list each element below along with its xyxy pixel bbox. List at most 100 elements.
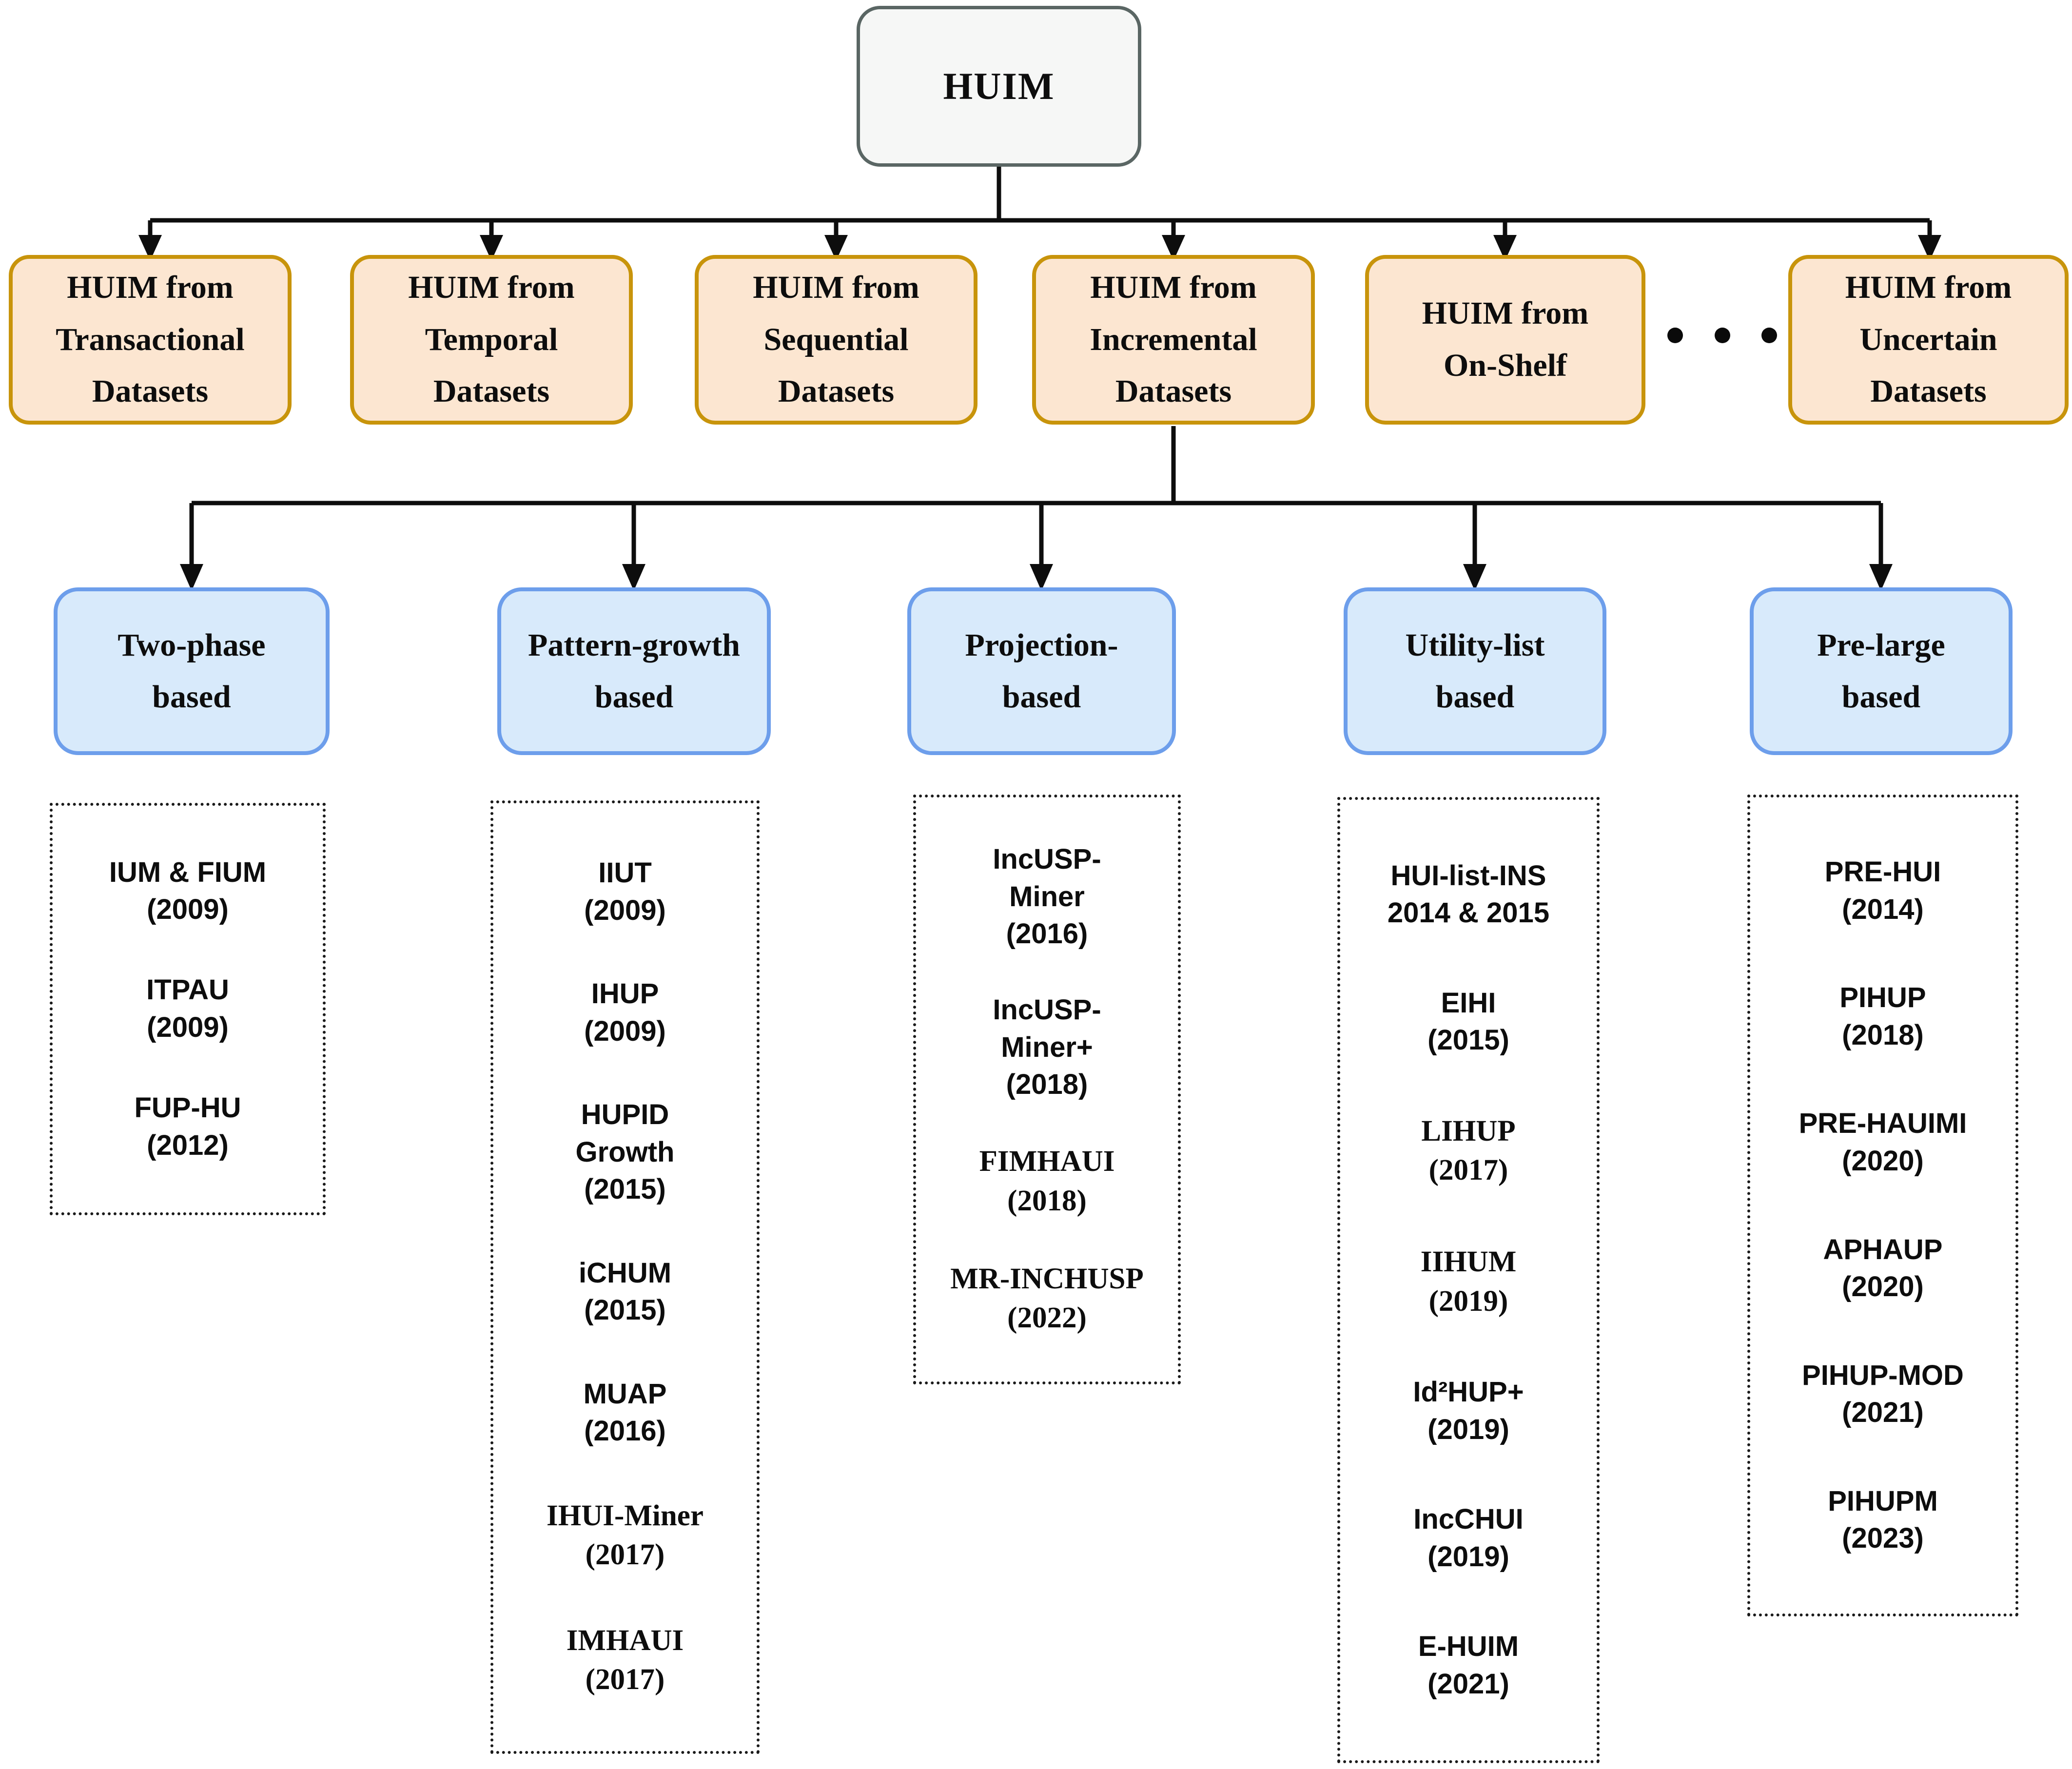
algorithm-name: IHUI-Miner bbox=[547, 1499, 704, 1532]
algorithm-item: IncCHUI (2019) bbox=[1413, 1501, 1524, 1575]
algorithm-item: FIMHAUI (2018) bbox=[979, 1142, 1115, 1221]
algorithm-year: (2015) bbox=[1427, 1024, 1509, 1056]
algorithm-item: ITPAU (2009) bbox=[146, 972, 229, 1046]
algorithm-item: APHAUP (2020) bbox=[1823, 1231, 1943, 1306]
algorithm-name: MUAP bbox=[583, 1378, 667, 1410]
algorithm-name: PIHUP-MOD bbox=[1802, 1359, 1964, 1391]
algorithm-year: (2009) bbox=[584, 1015, 666, 1047]
algorithm-item: PIHUP (2018) bbox=[1839, 979, 1926, 1054]
algorithm-item: IIUT (2009) bbox=[584, 855, 666, 929]
algorithm-year: (2017) bbox=[585, 1538, 665, 1572]
algorithm-year: (2009) bbox=[584, 894, 666, 926]
category-temporal-datasets: HUIM from Temporal Datasets bbox=[350, 255, 633, 425]
algorithm-list-pattern-growth: IIUT (2009) IHUP (2009) HUPID Growth (2015) iC… bbox=[490, 800, 760, 1754]
algorithm-item: PIHUP-MOD (2021) bbox=[1802, 1357, 1964, 1432]
approach-projection-based: Projection- based bbox=[907, 587, 1176, 755]
algorithm-name: Id²HUP+ bbox=[1413, 1376, 1524, 1408]
category-sequential-datasets: HUIM from Sequential Datasets bbox=[695, 255, 977, 425]
algorithm-year: (2020) bbox=[1842, 1271, 1924, 1303]
algorithm-item: E-HUIM (2021) bbox=[1418, 1628, 1519, 1703]
algorithm-item: IncUSP- Miner (2016) bbox=[993, 841, 1101, 953]
algorithm-item: IIHUM (2019) bbox=[1421, 1243, 1517, 1321]
ellipsis-dot bbox=[1714, 328, 1730, 343]
algorithm-year: (2015) bbox=[584, 1294, 666, 1326]
algorithm-name: iCHUM bbox=[578, 1257, 672, 1289]
category-on-shelf: HUIM from On-Shelf bbox=[1365, 255, 1645, 425]
algorithm-item: HUI-list-INS 2014 & 2015 bbox=[1388, 857, 1549, 932]
algorithm-name: ITPAU bbox=[146, 974, 229, 1006]
algorithm-year: (2014) bbox=[1842, 893, 1924, 925]
algorithm-item: LIHUP (2017) bbox=[1421, 1112, 1515, 1190]
algorithm-year: (2017) bbox=[585, 1663, 665, 1696]
algorithm-year: (2019) bbox=[1427, 1540, 1509, 1573]
algorithm-year: (2016) bbox=[584, 1415, 666, 1447]
algorithm-year: (2021) bbox=[1427, 1668, 1509, 1700]
algorithm-name: IncUSP- Miner+ bbox=[993, 994, 1101, 1063]
ellipsis-icon bbox=[1667, 316, 1777, 355]
algorithm-name: IIHUM bbox=[1420, 1245, 1517, 1279]
algorithm-list-two-phase: IUM & FIUM (2009) ITPAU (2009) FUP-HU (2012) bbox=[50, 803, 326, 1215]
algorithm-year: (2018) bbox=[1007, 1184, 1087, 1217]
algorithm-name: IUM & FIUM bbox=[109, 856, 267, 888]
algorithm-year: 2014 & 2015 bbox=[1387, 897, 1550, 929]
algorithm-item: MR-INCHUSP (2022) bbox=[950, 1260, 1143, 1338]
algorithm-name: PIHUP bbox=[1839, 982, 1926, 1014]
category-incremental-datasets: HUIM from Incremental Datasets bbox=[1032, 255, 1315, 425]
approach-two-phase-based: Two-phase based bbox=[54, 587, 330, 755]
algorithm-name: E-HUIM bbox=[1418, 1631, 1519, 1663]
algorithm-item: IHUP (2009) bbox=[584, 975, 666, 1050]
root-node-huim: HUIM bbox=[857, 6, 1141, 167]
algorithm-item: EIHI (2015) bbox=[1427, 985, 1509, 1059]
algorithm-item: iCHUM (2015) bbox=[579, 1255, 671, 1329]
ellipsis-dot bbox=[1667, 328, 1683, 343]
algorithm-name: IMHAUI bbox=[566, 1624, 684, 1657]
algorithm-year: (2012) bbox=[147, 1129, 229, 1161]
algorithm-year: (2017) bbox=[1428, 1154, 1508, 1187]
algorithm-name: FUP-HU bbox=[134, 1092, 241, 1124]
algorithm-name: APHAUP bbox=[1823, 1233, 1943, 1265]
algorithm-year: (2015) bbox=[584, 1173, 666, 1205]
approach-utility-list-based: Utility-list based bbox=[1344, 587, 1606, 755]
ellipsis-dot bbox=[1761, 328, 1777, 343]
algorithm-name: IIUT bbox=[598, 856, 652, 889]
algorithm-list-pre-large: PRE-HUI (2014) PIHUP (2018) PRE-HAUIMI (2020)… bbox=[1747, 795, 2018, 1616]
category-transactional-datasets: HUIM from Transactional Datasets bbox=[9, 255, 292, 425]
algorithm-name: PIHUPM bbox=[1828, 1485, 1938, 1517]
algorithm-item: PRE-HAUIMI (2020) bbox=[1799, 1105, 1967, 1180]
algorithm-item: MUAP (2016) bbox=[584, 1376, 667, 1450]
algorithm-year: (2009) bbox=[147, 1011, 229, 1043]
algorithm-year: (2018) bbox=[1006, 1069, 1088, 1101]
algorithm-item: IncUSP- Miner+ (2018) bbox=[993, 991, 1101, 1104]
algorithm-name: PRE-HAUIMI bbox=[1798, 1108, 1967, 1140]
algorithm-item: Id²HUP+ (2019) bbox=[1413, 1374, 1524, 1448]
algorithm-item: IMHAUI (2017) bbox=[567, 1621, 684, 1700]
algorithm-item: IUM & FIUM (2009) bbox=[109, 854, 266, 929]
algorithm-year: (2021) bbox=[1842, 1397, 1924, 1429]
algorithm-name: IncUSP- Miner bbox=[993, 843, 1101, 913]
algorithm-name: HUPID Growth bbox=[575, 1099, 675, 1168]
algorithm-year: (2022) bbox=[1007, 1302, 1087, 1335]
algorithm-year: (2020) bbox=[1842, 1145, 1924, 1177]
category-uncertain-datasets: HUIM from Uncertain Datasets bbox=[1788, 255, 2069, 425]
algorithm-item: HUPID Growth (2015) bbox=[576, 1096, 675, 1208]
algorithm-name: PRE-HUI bbox=[1824, 856, 1941, 888]
algorithm-name: MR-INCHUSP bbox=[950, 1262, 1144, 1295]
arrowheads bbox=[138, 235, 1941, 591]
algorithm-item: FUP-HU (2012) bbox=[134, 1089, 241, 1164]
algorithm-name: FIMHAUI bbox=[979, 1145, 1115, 1178]
algorithm-year: (2009) bbox=[147, 894, 229, 926]
approach-pre-large-based: Pre-large based bbox=[1750, 587, 2013, 755]
algorithm-name: IHUP bbox=[591, 978, 659, 1010]
algorithm-year: (2019) bbox=[1427, 1413, 1509, 1445]
algorithm-list-utility-list: HUI-list-INS 2014 & 2015 EIHI (2015) LIHUP (2… bbox=[1337, 797, 1600, 1763]
algorithm-name: IncCHUI bbox=[1413, 1503, 1524, 1536]
algorithm-year: (2018) bbox=[1842, 1019, 1924, 1051]
algorithm-list-projection: IncUSP- Miner (2016) IncUSP- Miner+ (2018) F… bbox=[913, 795, 1181, 1384]
algorithm-year: (2023) bbox=[1842, 1522, 1924, 1555]
algorithm-year: (2019) bbox=[1428, 1284, 1508, 1318]
algorithm-item: IHUI-Miner (2017) bbox=[547, 1497, 704, 1575]
algorithm-item: PRE-HUI (2014) bbox=[1825, 854, 1941, 928]
algorithm-name: LIHUP bbox=[1421, 1114, 1516, 1147]
